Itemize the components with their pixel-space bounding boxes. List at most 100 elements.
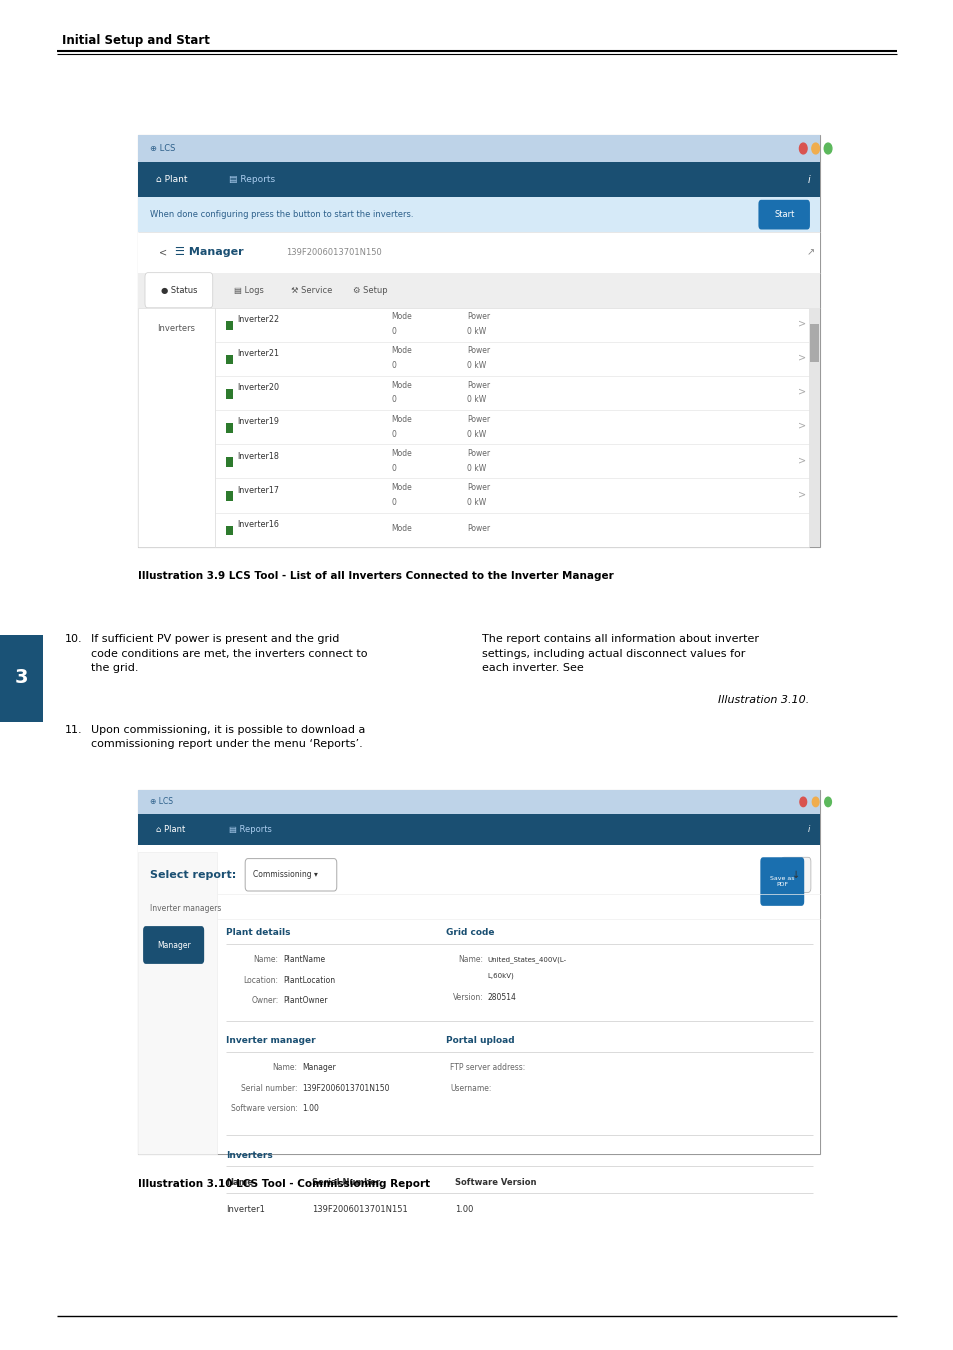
FancyBboxPatch shape [226,389,233,398]
Text: ⊕ LCS: ⊕ LCS [150,798,172,806]
FancyBboxPatch shape [143,926,204,964]
Text: Mode: Mode [391,524,412,533]
Text: Power: Power [467,347,490,355]
Text: 0 kW: 0 kW [467,498,486,506]
Text: Power: Power [467,312,490,321]
Text: 10.: 10. [65,634,82,644]
Text: Inverter20: Inverter20 [237,383,279,393]
Text: Inverter1: Inverter1 [226,1206,265,1214]
Text: Illustration 3.9 LCS Tool - List of all Inverters Connected to the Inverter Mana: Illustration 3.9 LCS Tool - List of all … [138,571,614,580]
Text: Inverters: Inverters [226,1152,273,1160]
Text: United_States_400V(L-: United_States_400V(L- [487,957,566,964]
FancyBboxPatch shape [138,232,820,273]
Text: 0: 0 [391,396,395,405]
FancyBboxPatch shape [781,857,810,892]
FancyBboxPatch shape [138,814,820,845]
Circle shape [811,143,819,154]
FancyBboxPatch shape [245,859,336,891]
FancyBboxPatch shape [226,321,233,331]
FancyBboxPatch shape [138,135,820,547]
Text: PlantOwner: PlantOwner [283,996,328,1004]
Text: 1.00: 1.00 [302,1104,319,1112]
Text: 3: 3 [14,668,28,687]
Text: Manager: Manager [302,1064,335,1072]
Text: >: > [797,421,805,431]
Text: Save as
PDF: Save as PDF [769,876,794,887]
Text: Version:: Version: [453,994,483,1002]
Circle shape [799,143,806,154]
Text: Serial number:: Serial number: [241,1084,297,1092]
Text: ↓: ↓ [791,869,799,880]
Text: ▤ Reports: ▤ Reports [229,176,274,184]
Text: 1.00: 1.00 [455,1206,473,1214]
Text: Inverter16: Inverter16 [237,520,279,529]
Text: ▤ Reports: ▤ Reports [229,825,272,834]
Text: >: > [797,489,805,500]
Text: Portal upload: Portal upload [445,1037,514,1045]
FancyBboxPatch shape [809,324,819,362]
Text: Username:: Username: [450,1084,491,1092]
FancyBboxPatch shape [138,845,820,1154]
Text: 0: 0 [391,327,395,336]
Text: ▤ Logs: ▤ Logs [233,286,263,294]
Text: >: > [797,319,805,328]
Text: When done configuring press the button to start the inverters.: When done configuring press the button t… [150,211,413,219]
Text: PlantName: PlantName [283,956,325,964]
Text: Mode: Mode [391,448,412,458]
Text: Location:: Location: [243,976,278,984]
Text: Mode: Mode [391,414,412,424]
Text: Illustration 3.10.: Illustration 3.10. [718,695,809,705]
Text: 11.: 11. [65,725,82,734]
Text: Commissioning ▾: Commissioning ▾ [253,871,317,879]
FancyBboxPatch shape [0,634,43,722]
Text: ⚙ Setup: ⚙ Setup [353,286,387,294]
Text: 0 kW: 0 kW [467,396,486,405]
Text: 0 kW: 0 kW [467,327,486,336]
FancyBboxPatch shape [214,308,808,547]
Text: 0: 0 [391,362,395,370]
Text: Power: Power [467,524,490,533]
Text: PlantLocation: PlantLocation [283,976,335,984]
Text: Inverters: Inverters [157,324,195,332]
FancyBboxPatch shape [138,852,216,1154]
Circle shape [811,796,818,807]
Text: Software Version: Software Version [455,1179,536,1187]
Text: Mode: Mode [391,347,412,355]
Text: ⚒ Service: ⚒ Service [291,286,332,294]
FancyBboxPatch shape [226,424,233,432]
Text: Plant details: Plant details [226,929,291,937]
Text: Serial Number: Serial Number [312,1179,379,1187]
Circle shape [799,796,806,807]
Circle shape [823,796,831,807]
FancyBboxPatch shape [758,200,809,230]
FancyBboxPatch shape [138,308,820,547]
FancyBboxPatch shape [145,273,213,308]
FancyBboxPatch shape [138,197,820,232]
Text: Inverter22: Inverter22 [237,315,279,324]
Text: Mode: Mode [391,483,412,491]
FancyBboxPatch shape [138,308,214,547]
Text: <: < [159,247,168,258]
Text: Inverter18: Inverter18 [237,451,279,460]
Text: Inverter manager: Inverter manager [226,1037,315,1045]
Text: If sufficient PV power is present and the grid
code conditions are met, the inve: If sufficient PV power is present and th… [91,634,367,674]
Text: Software version:: Software version: [231,1104,297,1112]
FancyBboxPatch shape [226,491,233,501]
FancyBboxPatch shape [226,525,233,535]
Text: Illustration 3.10 LCS Tool - Commissioning Report: Illustration 3.10 LCS Tool - Commissioni… [138,1179,430,1188]
Text: ⊕ LCS: ⊕ LCS [150,144,175,153]
Text: Power: Power [467,483,490,491]
FancyBboxPatch shape [138,135,820,162]
Text: L,60kV): L,60kV) [487,973,514,979]
Text: 0 kW: 0 kW [467,429,486,439]
Text: 0 kW: 0 kW [467,362,486,370]
Text: Power: Power [467,448,490,458]
Text: Mode: Mode [391,381,412,390]
FancyBboxPatch shape [760,857,803,906]
Text: 139F2006013701N151: 139F2006013701N151 [312,1206,407,1214]
Text: Power: Power [467,381,490,390]
Text: Name:: Name: [458,956,483,964]
Text: 0: 0 [391,429,395,439]
FancyBboxPatch shape [138,162,820,197]
Text: The report contains all information about inverter
settings, including actual di: The report contains all information abou… [481,634,758,674]
